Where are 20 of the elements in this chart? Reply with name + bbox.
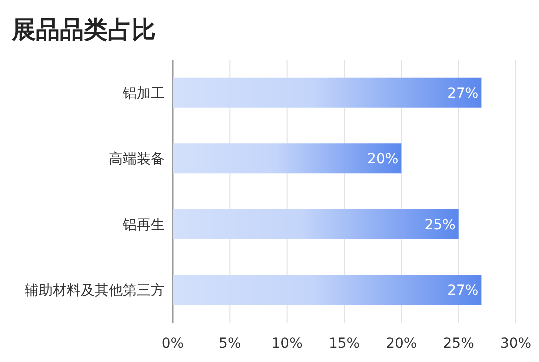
x-tick-label: 30%	[500, 336, 532, 352]
data-label: 25%	[424, 217, 456, 234]
bar	[173, 144, 402, 174]
data-label: 20%	[368, 152, 399, 168]
y-tick-label: 高端装备	[109, 152, 165, 168]
x-tick-label: 5%	[219, 336, 242, 352]
chart-title: 展品品类占比	[11, 16, 156, 44]
bar	[173, 209, 459, 240]
x-tick-label: 15%	[328, 336, 360, 352]
x-tick-label: 10%	[272, 336, 303, 352]
y-tick-label: 铝加工	[122, 86, 165, 102]
bar	[173, 78, 482, 108]
x-tick-label: 0%	[162, 336, 184, 352]
data-label: 27%	[448, 86, 479, 102]
x-tick-label: 20%	[386, 336, 418, 352]
data-label: 27%	[448, 283, 479, 300]
x-tick-label: 25%	[443, 336, 474, 352]
bar	[173, 275, 482, 306]
y-tick-label: 铝再生	[122, 217, 165, 234]
y-tick-label: 辅助材料及其他第三方	[25, 283, 165, 300]
